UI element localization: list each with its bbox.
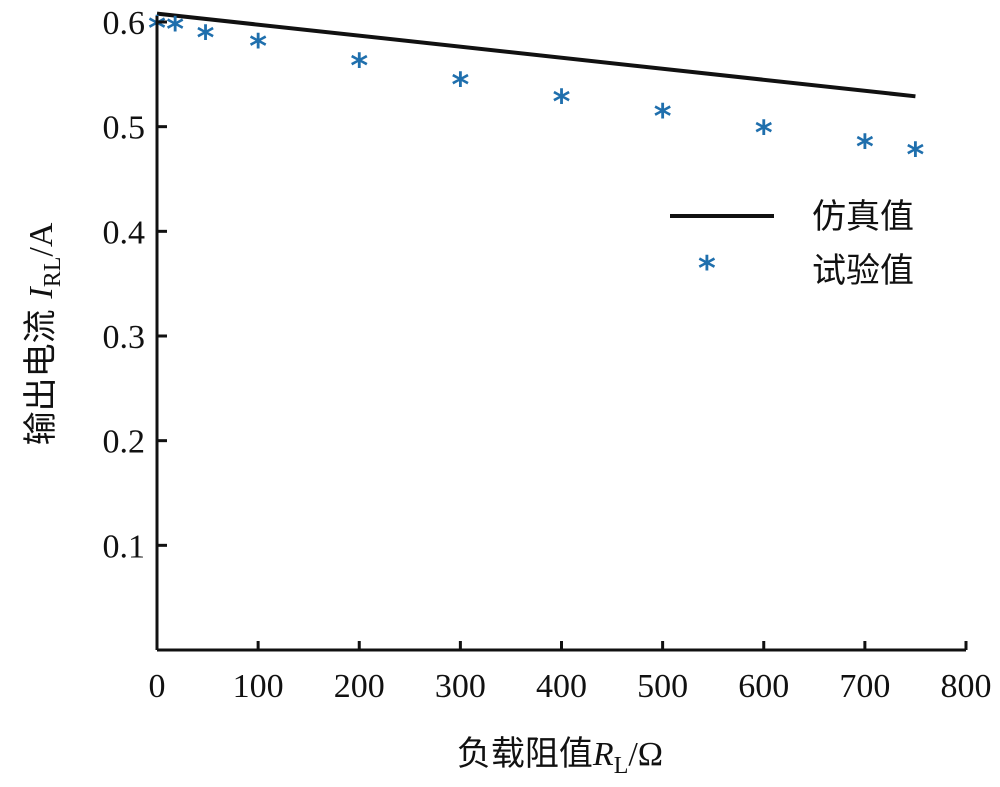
y-tick-label: 0.4: [103, 214, 146, 251]
y-tick-label: 0.2: [103, 424, 146, 461]
legend-label-simulation: 仿真值: [812, 197, 914, 237]
x-tick-label: 100: [233, 668, 284, 705]
data-point-experiment: *: [856, 127, 874, 167]
data-point-experiment: *: [907, 136, 925, 176]
legend-label-experiment: 试验值: [812, 251, 914, 291]
y-tick-label: 0.5: [103, 110, 146, 147]
x-tick-label: 400: [536, 668, 587, 705]
data-point-experiment: *: [451, 66, 469, 106]
data-point-experiment: *: [350, 47, 368, 87]
x-tick-label: 300: [435, 668, 486, 705]
data-point-experiment: *: [166, 10, 184, 50]
data-point-experiment: *: [197, 18, 215, 58]
data-point-experiment: *: [249, 27, 267, 67]
series-line-simulation: [156, 11, 916, 99]
data-point-experiment: *: [553, 82, 571, 122]
x-tick-label: 800: [941, 668, 992, 705]
data-layer: ***********: [148, 9, 924, 176]
x-tick-label: 200: [334, 668, 385, 705]
y-tick-label: 0.6: [103, 5, 146, 42]
y-tick-label: 0.3: [103, 319, 146, 356]
legend: 仿真值 * 试验值: [670, 197, 914, 291]
x-axis-title: 负载阻值RL/Ω: [457, 734, 663, 779]
data-point-experiment: *: [654, 97, 672, 137]
x-tick-label: 500: [637, 668, 688, 705]
y-tick-labels: 0.1 0.2 0.3 0.4 0.5 0.6: [103, 5, 167, 565]
x-tick-labels: 0 100 200 300 400 500 600 700 800: [149, 641, 992, 705]
x-tick-label: 700: [839, 668, 890, 705]
x-tick-label: 600: [738, 668, 789, 705]
legend-marker-swatch: *: [698, 249, 716, 289]
y-tick-label: 0.1: [103, 528, 146, 565]
y-axis-title: 输出电流 IRL/A: [21, 222, 66, 445]
data-point-experiment: *: [755, 114, 773, 154]
x-tick-label: 0: [149, 668, 166, 705]
